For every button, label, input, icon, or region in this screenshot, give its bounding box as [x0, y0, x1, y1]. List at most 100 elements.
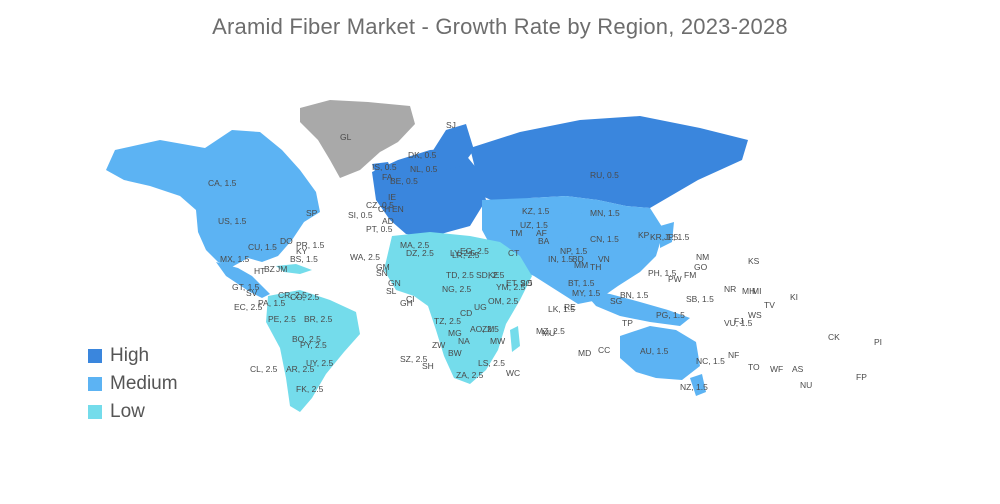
- region-label: AF: [536, 228, 547, 238]
- region-label: AD: [382, 216, 394, 226]
- region-label: DO: [280, 236, 293, 246]
- region-label: SB, 1.5: [686, 294, 714, 304]
- region-label: NM: [696, 252, 709, 262]
- legend-label-high: High: [110, 345, 150, 366]
- region-russia[interactable]: [470, 116, 748, 208]
- legend-item-low: Low: [88, 398, 178, 426]
- region-africa[interactable]: [384, 232, 532, 384]
- region-new-zealand[interactable]: [690, 374, 706, 396]
- region-southeast-asia[interactable]: [582, 290, 690, 326]
- region-label: HT: [254, 266, 265, 276]
- region-label: PW: [668, 274, 682, 284]
- region-label: GT, 1.5: [232, 282, 260, 292]
- region-greenland[interactable]: [300, 100, 415, 178]
- region-iceland[interactable]: [372, 162, 392, 174]
- region-label: SN: [376, 268, 388, 278]
- region-label: AR, 2.5: [286, 364, 315, 374]
- region-label: UG: [474, 302, 487, 312]
- region-label: TZ, 2.5: [434, 316, 461, 326]
- region-label: PR, 1.5: [296, 240, 325, 250]
- region-label: PY, 2.5: [300, 340, 327, 350]
- region-label: UY, 2.5: [306, 358, 334, 368]
- region-label: DK, 0.5: [408, 150, 437, 160]
- legend-label-low: Low: [110, 401, 145, 422]
- region-label: SD, 2.5: [476, 270, 505, 280]
- region-label: SH: [422, 361, 434, 371]
- region-label: PG, 1.5: [656, 310, 685, 320]
- region-label: FP: [856, 372, 867, 382]
- region-label: ZM: [482, 324, 494, 334]
- region-label: TH: [590, 262, 601, 272]
- region-label: YM, 2.5: [496, 282, 526, 292]
- region-label: PH, 1.5: [648, 268, 677, 278]
- region-label: NU: [800, 380, 812, 390]
- region-label: PT, 0.5: [366, 224, 393, 234]
- region-label: US, 1.5: [218, 216, 247, 226]
- region-label: TV: [764, 300, 775, 310]
- region-label: MI: [752, 286, 761, 296]
- region-japan[interactable]: [660, 222, 674, 248]
- region-label: SL: [386, 286, 397, 296]
- region-label: JM: [276, 264, 287, 274]
- region-caribbean[interactable]: [276, 264, 312, 274]
- region-label: NA: [458, 336, 470, 346]
- region-label: NZ, 1.5: [680, 382, 708, 392]
- region-mexico-central-america[interactable]: [216, 262, 270, 298]
- region-label: SJ: [446, 120, 456, 130]
- region-label: PI: [874, 337, 882, 347]
- map-title: Aramid Fiber Market - Growth Rate by Reg…: [212, 14, 788, 39]
- region-label: AS: [792, 364, 804, 374]
- region-label: RU, 0.5: [590, 170, 619, 180]
- region-label: CC: [598, 345, 610, 355]
- region-label: UZ, 1.5: [520, 220, 548, 230]
- region-label: NG, 2.5: [442, 284, 472, 294]
- region-label: SO: [520, 278, 533, 288]
- region-label: FM: [684, 270, 696, 280]
- region-label: MA, 2.5: [400, 240, 430, 250]
- region-label: IN, 1.5: [548, 254, 573, 264]
- region-label: SI, 0.5: [348, 210, 373, 220]
- region-label: MG: [448, 328, 462, 338]
- region-label: CL, 2.5: [250, 364, 278, 374]
- region-label: NC, 1.5: [696, 356, 725, 366]
- region-label: VN: [598, 254, 610, 264]
- region-label: NL, 0.5: [410, 164, 438, 174]
- region-label: KP: [638, 230, 650, 240]
- region-label: NR: [724, 284, 736, 294]
- region-label: GN: [388, 278, 401, 288]
- region-label: LK, 1.5: [548, 304, 575, 314]
- region-label: LR, 2.5: [452, 250, 480, 260]
- region-label: EC, 2.5: [234, 302, 263, 312]
- region-label: WF: [770, 364, 783, 374]
- region-north-america[interactable]: [106, 130, 320, 268]
- region-label: RE: [564, 302, 576, 312]
- region-label: NP, 1.5: [560, 246, 588, 256]
- region-label: BW: [448, 348, 462, 358]
- region-label: SV: [246, 288, 258, 298]
- region-label: PA, 1.5: [258, 298, 286, 308]
- region-label: SG: [610, 296, 622, 306]
- region-australia[interactable]: [620, 326, 700, 380]
- region-label: KZ, 1.5: [522, 206, 550, 216]
- region-label: PE, 2.5: [268, 314, 296, 324]
- region-south-america[interactable]: [266, 290, 360, 412]
- region-label: TO: [748, 362, 760, 372]
- legend-label-medium: Medium: [110, 373, 178, 394]
- region-label: JP, 1.5: [664, 232, 690, 242]
- region-europe[interactable]: [372, 148, 486, 238]
- region-label: CZ, 0.5: [366, 200, 394, 210]
- region-label: MZ, 2.5: [536, 326, 565, 336]
- legend: High Medium Low: [88, 342, 178, 426]
- legend-swatch-medium: [88, 377, 102, 391]
- region-label: AU, 1.5: [640, 346, 669, 356]
- region-china[interactable]: [566, 210, 650, 272]
- region-label: LY, 2.5: [450, 248, 475, 258]
- region-madagascar[interactable]: [510, 326, 520, 352]
- legend-swatch-high: [88, 349, 102, 363]
- region-label: GO: [694, 262, 708, 272]
- region-label: BE, 0.5: [390, 176, 418, 186]
- region-scandinavia[interactable]: [432, 124, 474, 170]
- region-label: IE: [388, 192, 396, 202]
- region-label: TD, 2.5: [446, 270, 474, 280]
- region-label: IS, 0.5: [372, 162, 397, 172]
